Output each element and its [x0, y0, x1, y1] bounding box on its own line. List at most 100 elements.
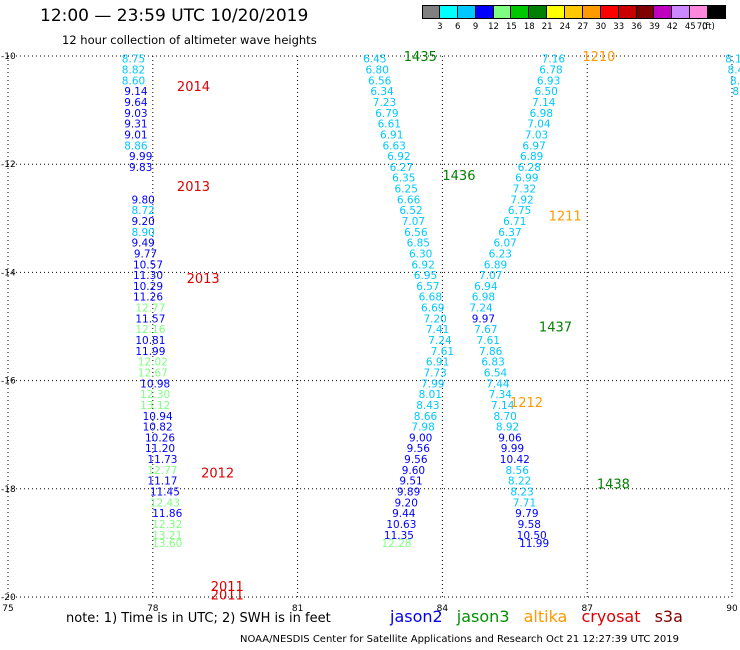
pass-id-label: 1438: [597, 477, 630, 492]
swh-value-label: 6.92: [411, 259, 434, 271]
swh-value-label: 11.57: [135, 313, 165, 325]
swh-value-label: 6.63: [382, 140, 405, 152]
credit-line: NOAA/NESDIS Center for Satellite Applica…: [240, 634, 679, 645]
swh-value-label: 9.80: [131, 194, 154, 206]
swh-value-label: 10.42: [500, 454, 530, 466]
y-tick-label: -10: [1, 52, 16, 62]
color-scale-label: 42: [666, 22, 678, 32]
swh-value-label: 8.66: [414, 411, 438, 423]
swh-value-label: 11.86: [152, 508, 182, 520]
color-scale-label: 30: [595, 22, 607, 32]
pass-id-label: 1437: [539, 321, 572, 336]
swh-value-label: 6.94: [474, 281, 498, 293]
swh-value-label: 6.56: [368, 75, 392, 87]
swh-value-label: 6.89: [520, 151, 543, 163]
swh-value-label: 7.03: [525, 129, 548, 141]
swh-value-label: 9.20: [395, 497, 418, 509]
swh-value-label: 6.89: [484, 259, 507, 271]
color-scale-label: 12: [488, 22, 499, 32]
color-scale-label: 18: [523, 22, 535, 32]
swh-value-label: 11.99: [135, 346, 165, 358]
swh-value-label: 9.31: [124, 119, 147, 131]
swh-value-label: 6.95: [414, 270, 437, 282]
swh-value-label: 11.73: [147, 454, 177, 466]
swh-value-label: 13.21: [152, 530, 182, 542]
pass-id-label: 1436: [442, 169, 475, 184]
swh-value-label: 7.67: [474, 324, 497, 336]
legend-jason3: jason3: [456, 607, 510, 626]
swh-value-label: 11.35: [384, 530, 414, 542]
color-swatch: [439, 5, 458, 19]
swh-value-label: 8.82: [122, 65, 145, 77]
pass-id-label: 2013: [187, 272, 220, 287]
swh-value-label: 9.14: [124, 86, 148, 98]
swh-value-label: 10.81: [135, 335, 165, 347]
legend-jason2: jason2: [390, 607, 443, 626]
swh-value-label: 6.28: [518, 162, 541, 174]
color-scale-label: 45: [684, 22, 696, 32]
swh-value-label: 11.17: [147, 476, 177, 488]
swh-value-label: 7.61: [431, 346, 454, 358]
color-swatch: [547, 5, 566, 19]
swh-value-label: 7.16: [542, 54, 566, 66]
swh-value-label: 9.83: [129, 162, 152, 174]
swh-value-label: 6.79: [375, 108, 398, 120]
swh-value-label: 12.28: [382, 538, 412, 550]
y-tick-label: -20: [1, 593, 16, 603]
swh-value-label: 8.92: [496, 422, 519, 434]
swh-value-label: 6.85: [407, 238, 430, 250]
color-swatch: [511, 5, 530, 19]
swh-value-label: 9.79: [515, 508, 538, 520]
x-tick-label: 90: [726, 604, 738, 614]
swh-value-label: 13.12: [140, 400, 170, 412]
swh-value-label: 11.20: [145, 443, 175, 455]
swh-value-label: 6.37: [498, 227, 521, 239]
color-swatch: [690, 5, 709, 19]
swh-value-label: 12.30: [140, 389, 170, 401]
x-tick-label: 75: [2, 604, 13, 614]
swh-value-label: 6.56: [404, 227, 428, 239]
swh-value-label: 8.40: [728, 65, 740, 77]
swh-value-label: 7.73: [423, 367, 446, 379]
swh-value-label: 7.92: [510, 194, 533, 206]
swh-value-label: 8.60: [122, 75, 145, 87]
swh-value-label: 6.78: [539, 65, 562, 77]
swh-value-label: 7.07: [479, 270, 502, 282]
color-swatch: [529, 5, 548, 19]
satellite-legend: jason2 jason3 altika cryosat s3a: [390, 607, 692, 626]
swh-value-label: 12.02: [138, 357, 168, 369]
legend-altika: altika: [523, 607, 568, 626]
swh-value-label: 7.20: [423, 313, 446, 325]
swh-value-label: 7.86: [479, 346, 503, 358]
swh-value-label: 10.98: [140, 378, 170, 390]
x-tick-label: 87: [581, 604, 592, 614]
swh-value-label: 9.06: [498, 432, 522, 444]
swh-value-label: 10.63: [386, 519, 416, 531]
swh-value-label: 7.32: [513, 184, 536, 196]
pass-id-label: 2014: [177, 80, 210, 95]
legend-s3a: s3a: [654, 607, 683, 626]
swh-value-label: 6.07: [493, 238, 516, 250]
swh-value-label: 9.58: [518, 519, 541, 531]
color-swatch: [618, 5, 637, 19]
swh-value-label: 6.75: [508, 205, 531, 217]
swh-value-label: 6.93: [537, 75, 560, 87]
swh-value-label: 11.45: [150, 487, 180, 499]
swh-value-label: 6.45: [363, 54, 386, 66]
swh-value-label: 8.75: [122, 54, 145, 66]
swh-value-label: 9.49: [131, 238, 154, 250]
swh-value-label: 10.82: [143, 422, 173, 434]
swh-value-label: 12.32: [152, 519, 182, 531]
color-swatch: [475, 5, 494, 19]
swh-value-label: 7.99: [421, 378, 444, 390]
swh-value-label: 10.29: [133, 281, 163, 293]
color-scale-label: 33: [613, 22, 625, 32]
swh-value-label: 7.24: [469, 303, 493, 315]
color-swatch: [422, 5, 440, 19]
swh-value-label: 9.20: [131, 216, 154, 228]
swh-value-label: 6.99: [515, 173, 538, 185]
swh-value-label: 6.34: [370, 86, 394, 98]
swh-value-label: 8.55: [730, 75, 740, 87]
color-swatch: [493, 5, 512, 19]
swh-value-label: 8.72: [131, 205, 154, 217]
